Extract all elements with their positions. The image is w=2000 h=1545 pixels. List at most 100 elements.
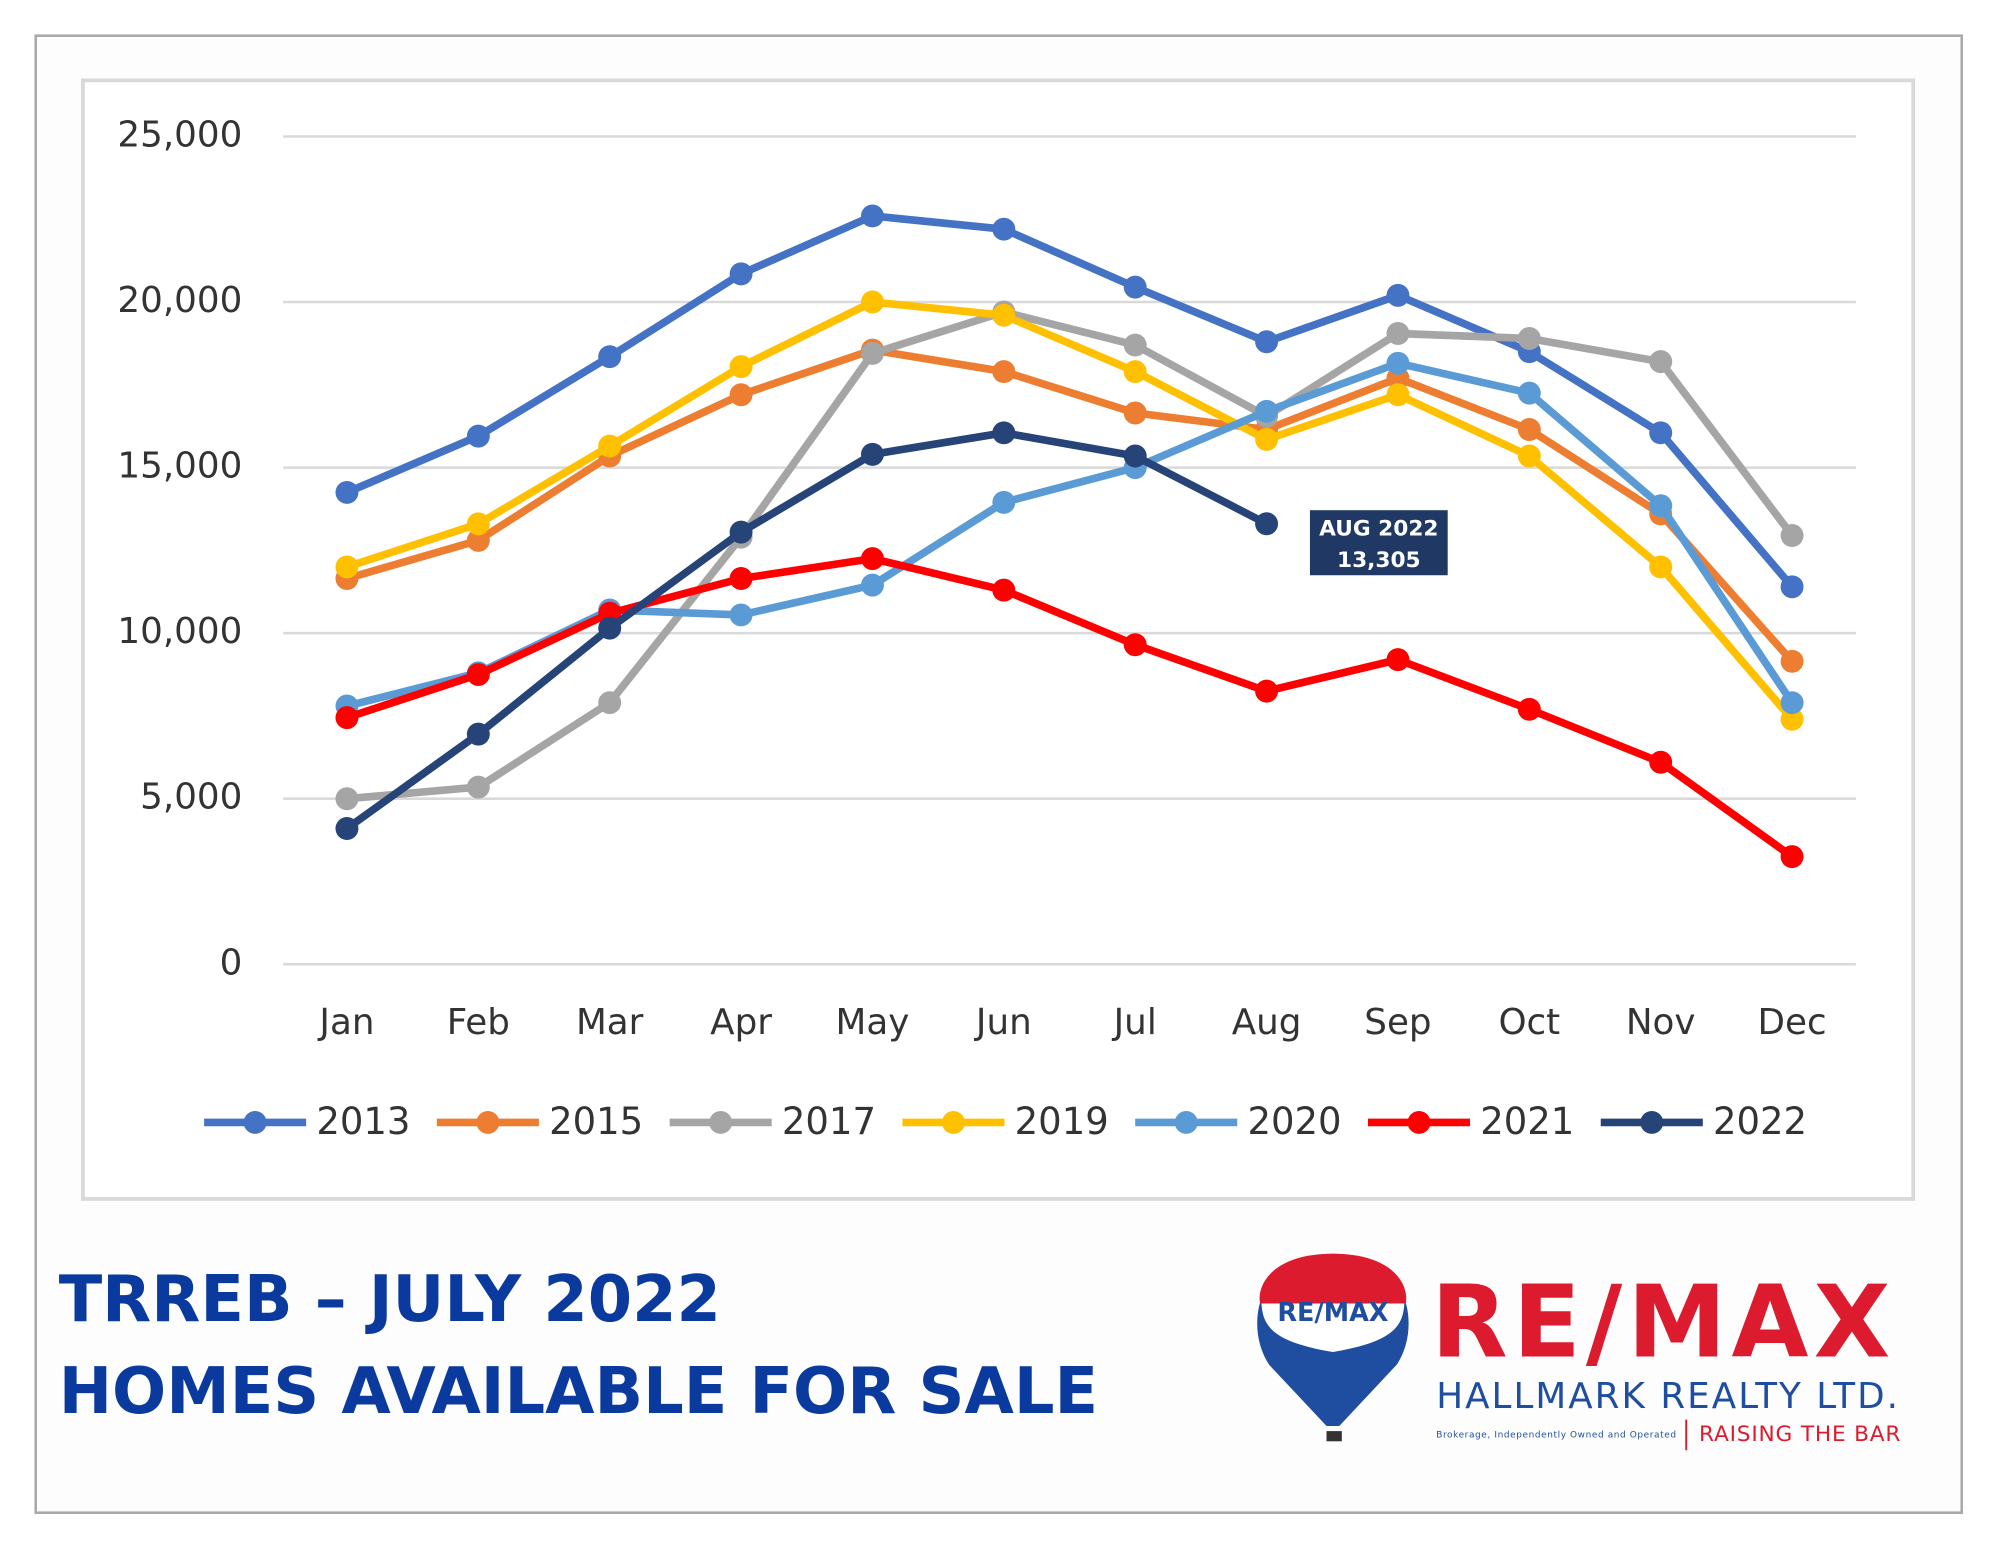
data-point: [729, 520, 753, 544]
data-point: [1255, 330, 1279, 354]
series-line: [344, 429, 1269, 832]
data-point: [1780, 523, 1804, 547]
x-tick-label: Dec: [1758, 1002, 1827, 1043]
x-tick-label: Oct: [1498, 1002, 1560, 1043]
data-point: [1123, 633, 1147, 657]
data-point: [1517, 381, 1541, 405]
chart-frame: [81, 78, 1916, 1201]
legend-label: 2019: [1015, 1100, 1109, 1143]
series-line: [346, 308, 1796, 803]
x-tick-label: Aug: [1232, 1002, 1302, 1043]
data-point: [466, 663, 490, 687]
legend-marker: [1174, 1110, 1198, 1134]
data-point: [1780, 691, 1804, 715]
data-point: [1123, 360, 1147, 384]
logo: RE/MAX RE/MAX HALLMARK REALTY LTD. Broke…: [1257, 1253, 1901, 1451]
brand: RE/MAX: [1431, 1265, 1890, 1380]
data-point: [335, 817, 359, 840]
x-tick-label: Jun: [974, 1002, 1032, 1043]
plot: 0 5,000 10,000 15,000 20,000 25,000 Jan Feb Mar A…: [117, 114, 1856, 1143]
data-point: [466, 424, 490, 448]
company: HALLMARK REALTY LTD.: [1436, 1376, 1898, 1417]
balloon-top: [1259, 1253, 1407, 1304]
data-point: [1649, 494, 1673, 518]
data-point: [1123, 401, 1147, 425]
data-point: [466, 512, 490, 536]
x-tick-label: Jan: [317, 1002, 374, 1043]
data-point: [860, 341, 884, 365]
data-point: [1386, 322, 1410, 345]
data-point: [992, 217, 1016, 241]
data-point: [1255, 427, 1279, 451]
data-point: [860, 573, 884, 597]
balloon-basket: [1326, 1431, 1342, 1442]
x-tick-label: Feb: [447, 1002, 510, 1043]
data-point: [598, 691, 622, 715]
data-point: [729, 567, 753, 590]
data-point: [335, 787, 359, 811]
data-point: [992, 303, 1016, 327]
x-tick-label: Jul: [1112, 1002, 1157, 1043]
disclaimer: Brokerage, Independently Owned and Opera…: [1436, 1430, 1676, 1440]
data-point: [1517, 444, 1541, 468]
data-point: [1649, 421, 1673, 445]
legend-marker: [941, 1110, 965, 1134]
data-point: [1517, 697, 1541, 721]
x-tick-label: May: [836, 1002, 910, 1043]
data-point: [1386, 383, 1410, 407]
x-tick-label: Mar: [576, 1002, 644, 1043]
data-point: [860, 290, 884, 314]
legend-marker: [476, 1110, 500, 1134]
data-point: [992, 360, 1016, 384]
y-tick-label: 25,000: [117, 114, 242, 155]
data-point: [1123, 444, 1147, 468]
y-tick-label: 15,000: [117, 446, 242, 487]
annotation-box: [1309, 510, 1448, 576]
tagline: RAISING THE BAR: [1699, 1422, 1901, 1447]
data-point: [1255, 679, 1279, 703]
legend-label: 2017: [782, 1100, 876, 1143]
data-point: [1649, 350, 1673, 374]
legend-label: 2021: [1480, 1100, 1574, 1143]
data-point: [1255, 512, 1279, 536]
data-point: [1517, 418, 1541, 441]
legend-label: 2015: [549, 1100, 643, 1143]
legend-marker: [1407, 1110, 1431, 1134]
y-tick-label: 20,000: [117, 280, 242, 321]
annotation-text: 13,305: [1337, 548, 1421, 573]
data-point: [729, 603, 753, 627]
data-point: [466, 775, 490, 799]
data-point: [1649, 555, 1673, 579]
balloon-text: RE/MAX: [1277, 1298, 1388, 1328]
legend-marker: [709, 1110, 733, 1134]
data-point: [860, 442, 884, 466]
data-point: [1255, 399, 1279, 423]
data-point: [598, 434, 622, 458]
data-point: [1386, 283, 1410, 307]
data-point: [335, 480, 359, 504]
y-tick-label: 0: [220, 942, 243, 983]
y-tick-label: 10,000: [117, 611, 242, 652]
data-point: [729, 262, 753, 286]
y-tick-label: 5,000: [140, 777, 242, 818]
annotation-text: AUG 2022: [1319, 516, 1438, 541]
legend-label: 2022: [1713, 1100, 1807, 1143]
data-point: [729, 355, 753, 379]
data-point: [1649, 750, 1673, 774]
data-point: [598, 345, 622, 369]
data-point: [1386, 351, 1410, 375]
x-tick-label: Sep: [1364, 1002, 1431, 1043]
data-point: [466, 722, 490, 746]
data-point: [1386, 648, 1410, 672]
data-point: [335, 706, 359, 730]
footer-title: TRREB – JULY 2022: [59, 1263, 721, 1337]
legend-label: 2013: [316, 1100, 410, 1143]
data-point: [1780, 649, 1804, 673]
footer-title: HOMES AVAILABLE FOR SALE: [59, 1355, 1098, 1429]
x-tick-label: Apr: [710, 1002, 772, 1043]
data-point: [598, 616, 622, 640]
data-point: [335, 555, 359, 579]
legend-label: 2020: [1247, 1100, 1341, 1143]
